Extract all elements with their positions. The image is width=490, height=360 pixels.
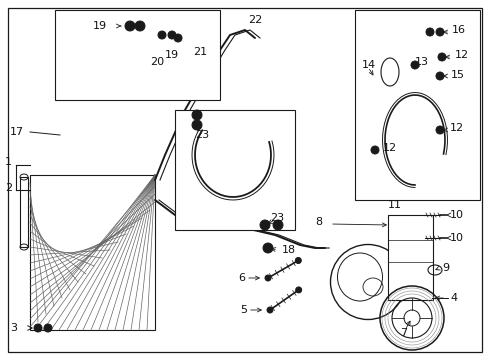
Text: 3: 3 (10, 323, 17, 333)
Circle shape (192, 120, 202, 130)
Circle shape (371, 146, 379, 154)
Circle shape (438, 53, 446, 61)
Bar (55, 10, 220, 100)
Text: 12: 12 (450, 123, 464, 133)
Circle shape (436, 126, 444, 134)
Circle shape (174, 34, 182, 42)
Text: 8: 8 (315, 217, 322, 227)
Text: 22: 22 (248, 15, 262, 25)
Bar (20, 177, 28, 247)
Text: 20: 20 (150, 57, 164, 67)
Circle shape (436, 72, 444, 80)
Bar (355, 10, 480, 200)
Circle shape (267, 307, 273, 313)
Circle shape (260, 220, 270, 230)
Circle shape (34, 324, 42, 332)
Circle shape (192, 110, 202, 120)
Text: 15: 15 (451, 70, 465, 80)
Text: 18: 18 (282, 245, 296, 255)
Text: 19: 19 (165, 50, 179, 60)
Text: 12: 12 (455, 50, 469, 60)
Text: 14: 14 (362, 60, 376, 70)
Bar (30, 175, 155, 330)
Text: 19: 19 (93, 21, 107, 31)
Bar (185, 205, 199, 217)
Text: 21: 21 (193, 47, 207, 57)
Text: 11: 11 (388, 200, 402, 210)
Circle shape (168, 31, 176, 39)
Text: 12: 12 (383, 143, 397, 153)
Text: 2: 2 (5, 183, 12, 193)
Circle shape (158, 31, 166, 39)
Circle shape (135, 21, 145, 31)
Text: 5: 5 (240, 305, 247, 315)
Text: 10: 10 (450, 210, 464, 220)
Text: 13: 13 (415, 57, 429, 67)
Circle shape (295, 257, 301, 264)
Text: 10: 10 (450, 233, 464, 243)
Circle shape (411, 61, 419, 69)
Bar (175, 110, 295, 230)
Circle shape (125, 21, 135, 31)
Circle shape (295, 287, 302, 293)
Circle shape (263, 243, 273, 253)
Text: 17: 17 (10, 127, 24, 137)
Circle shape (265, 275, 271, 281)
Bar (388, 215, 433, 300)
Text: 4: 4 (450, 293, 457, 303)
Text: 7: 7 (400, 328, 407, 338)
Circle shape (426, 28, 434, 36)
Text: 9: 9 (442, 263, 449, 273)
Text: 6: 6 (238, 273, 245, 283)
Circle shape (44, 324, 52, 332)
Circle shape (273, 220, 283, 230)
Text: 23: 23 (195, 130, 209, 140)
Text: 23: 23 (270, 213, 284, 223)
Text: 16: 16 (452, 25, 466, 35)
Circle shape (436, 28, 444, 36)
Text: 1: 1 (5, 157, 12, 167)
